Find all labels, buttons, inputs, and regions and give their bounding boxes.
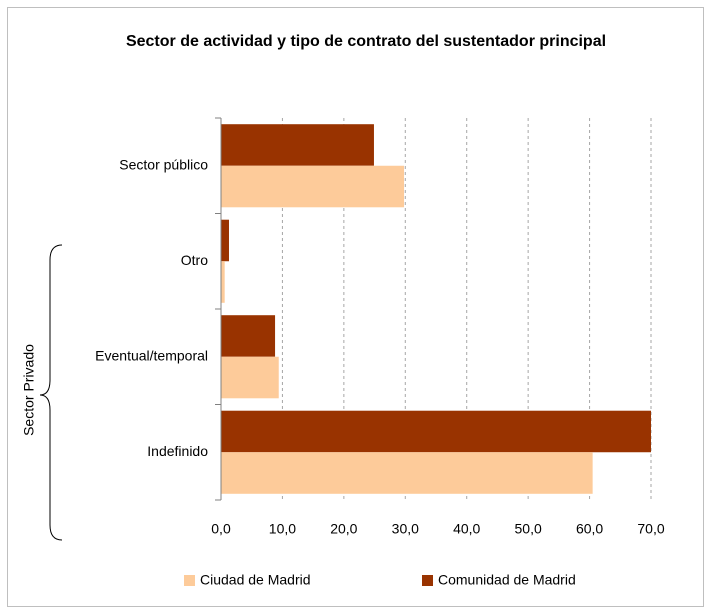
chart-frame xyxy=(7,7,704,607)
x-tick-label: 10,0 xyxy=(269,521,296,537)
legend-swatch xyxy=(184,575,195,586)
y-tick-label: Otro xyxy=(181,252,208,268)
x-tick-label: 60,0 xyxy=(576,521,603,537)
x-tick-label: 70,0 xyxy=(637,521,664,537)
x-tick-label: 20,0 xyxy=(330,521,357,537)
bar xyxy=(221,356,279,399)
y-tick-label: Eventual/temporal xyxy=(95,347,208,363)
y-tick-label: Sector público xyxy=(119,156,208,172)
annotation: Sector Privado xyxy=(21,344,37,436)
x-tick-label: 30,0 xyxy=(392,521,419,537)
bar xyxy=(221,124,374,166)
bar xyxy=(221,219,229,262)
x-tick-label: 0,0 xyxy=(211,521,231,537)
legend-swatch xyxy=(422,575,433,586)
chart-title: Sector de actividad y tipo de contrato d… xyxy=(125,33,607,50)
brace xyxy=(39,244,63,541)
y-tick-label: Indefinido xyxy=(147,443,208,459)
bar xyxy=(221,315,276,357)
bar xyxy=(221,410,651,453)
bar xyxy=(221,452,593,494)
bar xyxy=(221,261,225,303)
legend-label: Comunidad de Madrid xyxy=(438,572,576,588)
x-tick-label: 40,0 xyxy=(453,521,480,537)
x-tick-label: 50,0 xyxy=(515,521,542,537)
bar xyxy=(221,165,405,208)
legend-label: Ciudad de Madrid xyxy=(200,572,311,588)
